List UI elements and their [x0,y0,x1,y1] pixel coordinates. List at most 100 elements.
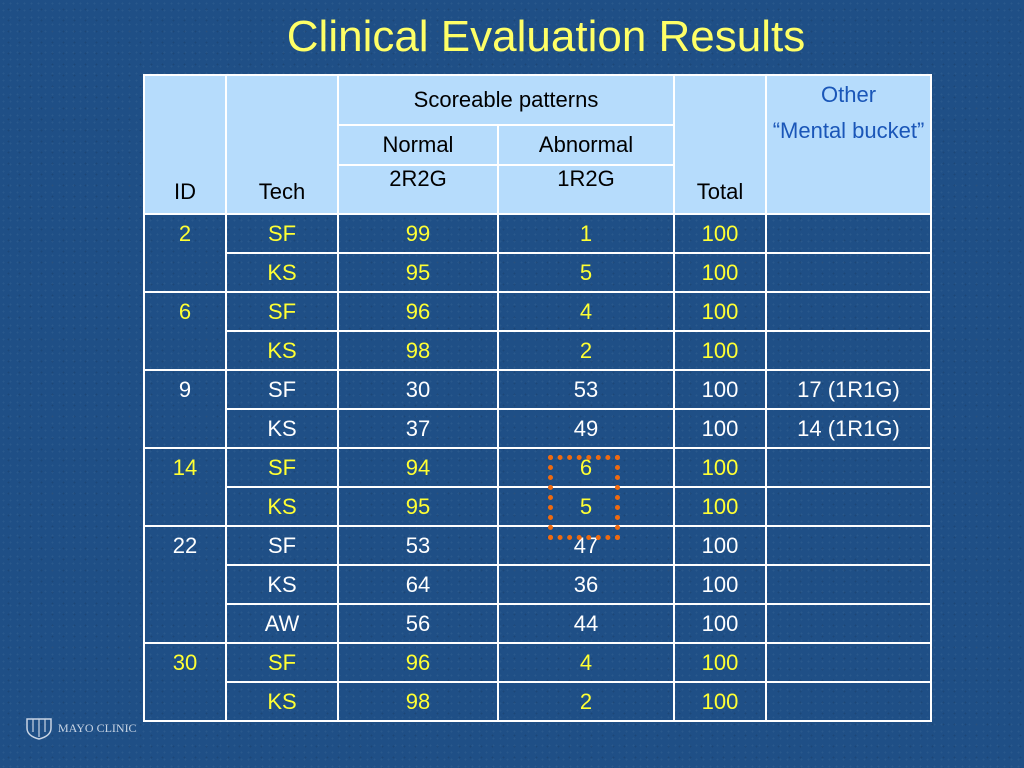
cell-id [143,565,227,604]
header-id: ID [143,74,227,215]
cell-total: 100 [673,291,768,332]
cell-total: 100 [673,408,768,449]
cell-id: 2 [143,213,227,253]
cell-normal: 30 [337,369,499,410]
cell-other [765,252,933,293]
header-total: Total [673,74,768,215]
table-row: 6 SF 96 4 100 [143,291,933,332]
slide-title: Clinical Evaluation Results [286,12,806,61]
cell-normal: 96 [337,642,499,683]
table-row: KS 95 5 100 [143,252,933,293]
table-row: 2 SF 99 1 100 [143,213,933,254]
cell-total: 100 [673,447,768,488]
cell-tech: KS [225,681,339,722]
cell-abnormal: 49 [496,408,676,449]
cell-total: 100 [673,330,768,371]
mayo-clinic-logo: MAYO CLINIC [24,716,137,740]
cell-other [765,642,933,683]
header-scoreable-patterns: Scoreable patterns [336,74,676,126]
cell-other [765,603,933,644]
cell-id [143,331,227,371]
cell-other [765,291,933,332]
cell-tech: KS [225,408,339,449]
header-abnormal-sub: 1R2G [496,164,676,215]
table-row: KS 98 2 100 [143,330,933,371]
cell-normal: 98 [337,681,499,722]
cell-other [765,447,933,488]
cell-id: 6 [143,291,227,331]
header-mental-bucket: “Mental bucket” [772,118,925,143]
cell-tech: KS [225,564,339,605]
header-normal-sub: 2R2G [337,164,499,215]
cell-normal: 64 [337,564,499,605]
cell-id [143,487,227,527]
cell-total: 100 [673,642,768,683]
mayo-clinic-logo-text: MAYO CLINIC [58,720,137,735]
cell-other: 17 (1R1G) [765,369,933,410]
cell-tech: SF [225,447,339,488]
cell-normal: 37 [337,408,499,449]
cell-tech: SF [225,369,339,410]
cell-abnormal: 2 [496,330,676,371]
cell-total: 100 [673,603,768,644]
cell-normal: 95 [337,486,499,527]
cell-normal: 53 [337,525,499,566]
cell-tech: SF [225,213,339,254]
header-abnormal: Abnormal [496,124,676,166]
cell-abnormal: 53 [496,369,676,410]
cell-other [765,213,933,254]
header-tech: Tech [225,74,339,215]
cell-total: 100 [673,681,768,722]
cell-id [143,682,227,722]
cell-id: 9 [143,369,227,409]
cell-normal: 96 [337,291,499,332]
cell-normal: 95 [337,252,499,293]
cell-abnormal: 2 [496,681,676,722]
results-table-body: 2 SF 99 1 100 KS 95 5 100 6 SF 96 4 100 KS 98 2 100 9 SF 30 5… [143,213,933,722]
cell-other [765,486,933,527]
cell-other: 14 (1R1G) [765,408,933,449]
highlight-box [548,455,620,540]
cell-total: 100 [673,564,768,605]
cell-tech: KS [225,486,339,527]
cell-other [765,330,933,371]
table-row: 30 SF 96 4 100 [143,642,933,683]
table-row: KS 98 2 100 [143,681,933,722]
header-normal: Normal [337,124,499,166]
mayo-shield-icon [26,718,52,740]
cell-abnormal: 1 [496,213,676,254]
cell-other [765,525,933,566]
table-row: KS 95 5 100 [143,486,933,527]
cell-total: 100 [673,213,768,254]
cell-tech: AW [225,603,339,644]
table-row: AW 56 44 100 [143,603,933,644]
cell-abnormal: 4 [496,291,676,332]
table-row: KS 37 49 100 14 (1R1G) [143,408,933,449]
cell-normal: 98 [337,330,499,371]
cell-abnormal: 5 [496,486,676,527]
cell-total: 100 [673,486,768,527]
header-other-label: Other [821,82,877,107]
cell-tech: KS [225,330,339,371]
cell-tech: SF [225,642,339,683]
cell-abnormal: 6 [496,447,676,488]
cell-id [143,409,227,449]
cell-tech: SF [225,291,339,332]
cell-normal: 99 [337,213,499,254]
table-row: 22 SF 53 47 100 [143,525,933,566]
cell-normal: 94 [337,447,499,488]
table-row: KS 64 36 100 [143,564,933,605]
results-table: ID Tech Scoreable patterns Total Other “… [143,74,933,722]
cell-id [143,253,227,293]
cell-other [765,564,933,605]
cell-abnormal: 44 [496,603,676,644]
cell-tech: SF [225,525,339,566]
cell-id: 30 [143,642,227,682]
header-other: Other “Mental bucket” [765,74,933,215]
cell-id [143,604,227,644]
table-row: 9 SF 30 53 100 17 (1R1G) [143,369,933,410]
cell-other [765,681,933,722]
cell-id: 22 [143,525,227,565]
table-row: 14 SF 94 6 100 [143,447,933,488]
cell-id: 14 [143,447,227,487]
